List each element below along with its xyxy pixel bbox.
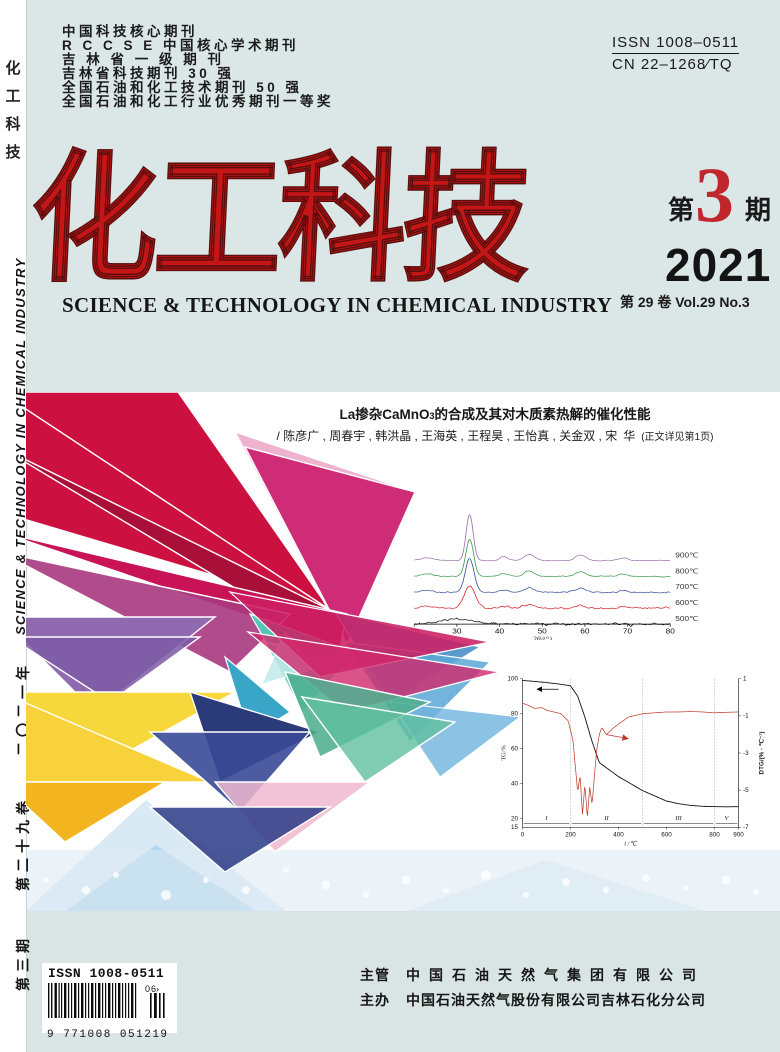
svg-text:-3: -3	[743, 750, 749, 757]
svg-text:-1: -1	[743, 713, 749, 720]
svg-text:V: V	[725, 815, 730, 822]
svg-text:6›: 6›	[151, 984, 159, 994]
svg-text:80: 80	[666, 627, 675, 635]
svg-text:900: 900	[733, 831, 744, 838]
svg-text:900℃: 900℃	[675, 551, 699, 559]
svg-text:-7: -7	[743, 824, 749, 831]
svg-text:III: III	[674, 815, 682, 822]
svg-text:600℃: 600℃	[675, 599, 699, 607]
svg-text:200: 200	[565, 831, 576, 838]
svg-text:DTG/(% · ℃⁻¹): DTG/(% · ℃⁻¹)	[758, 732, 765, 775]
svg-text:800℃: 800℃	[675, 567, 699, 575]
svg-text:70: 70	[623, 627, 632, 635]
svg-text:700℃: 700℃	[675, 583, 699, 591]
svg-text:-5: -5	[743, 787, 749, 794]
svg-text:t /℃: t /℃	[624, 840, 637, 847]
svg-text:II: II	[603, 815, 609, 822]
svg-text:1: 1	[743, 676, 747, 683]
svg-text:400: 400	[613, 831, 624, 838]
svg-text:500℃: 500℃	[675, 615, 699, 623]
svg-text:800: 800	[709, 831, 720, 838]
svg-text:0: 0	[145, 984, 150, 994]
svg-text:600: 600	[661, 831, 672, 838]
svg-text:60: 60	[580, 627, 589, 635]
